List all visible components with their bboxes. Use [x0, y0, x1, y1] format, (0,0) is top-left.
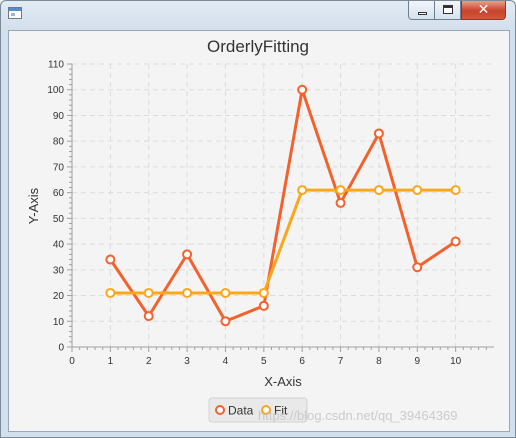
- x-tick-label: 0: [69, 356, 75, 367]
- y-tick-label: 80: [53, 137, 65, 148]
- y-tick-label: 10: [53, 317, 65, 328]
- title-bar[interactable]: ✕: [1, 1, 515, 29]
- data-point-fit: [182, 287, 193, 298]
- maximize-icon: [443, 5, 453, 14]
- close-icon: ✕: [477, 2, 490, 18]
- legend: Data Fit: [208, 397, 308, 423]
- chart-title: OrderlyFitting: [207, 37, 309, 56]
- legend-marker-fit: [261, 405, 271, 415]
- close-button[interactable]: ✕: [461, 1, 506, 20]
- y-tick-label: 40: [53, 240, 65, 251]
- x-tick-label: 3: [184, 356, 190, 367]
- data-point-fit: [143, 287, 154, 298]
- data-point-data: [450, 236, 461, 247]
- data-point-data: [182, 249, 193, 260]
- y-tick-label: 0: [58, 343, 64, 354]
- data-point-fit: [258, 287, 269, 298]
- data-point-data: [373, 128, 384, 139]
- data-point-fit: [335, 185, 346, 196]
- y-tick-label: 20: [53, 291, 65, 302]
- data-point-data: [258, 300, 269, 311]
- data-point-data: [297, 84, 308, 95]
- x-tick-label: 4: [223, 356, 229, 367]
- series-line-data: [109, 88, 457, 323]
- data-point-data: [105, 254, 116, 265]
- x-tick-label: 6: [299, 356, 305, 367]
- data-point-fit: [220, 287, 231, 298]
- watermark: https://blog.csdn.net/qq_39464369: [258, 408, 458, 423]
- series-group: [105, 84, 461, 327]
- y-tick-label: 90: [53, 111, 65, 122]
- legend-marker-data: [215, 405, 225, 415]
- app-icon[interactable]: [8, 7, 22, 19]
- series-line-fit: [110, 188, 456, 295]
- data-point-fit: [450, 185, 461, 196]
- data-point-fit: [373, 185, 384, 196]
- x-tick-label: 9: [414, 356, 420, 367]
- data-point-fit: [412, 185, 423, 196]
- y-tick-label: 60: [53, 188, 65, 199]
- minimize-button[interactable]: [408, 1, 435, 20]
- x-tick-label: 7: [338, 356, 344, 367]
- x-tick-label: 8: [376, 356, 382, 367]
- y-tick-label: 70: [53, 162, 65, 173]
- legend-label-fit: Fit: [274, 404, 288, 418]
- y-tick-label: 100: [47, 85, 64, 96]
- data-point-fit: [297, 185, 308, 196]
- data-point-fit: [105, 287, 116, 298]
- data-point-data: [335, 197, 346, 208]
- y-tick-label: 110: [48, 60, 64, 71]
- maximize-button[interactable]: [435, 1, 461, 20]
- data-point-data: [220, 316, 231, 327]
- data-point-data: [412, 262, 423, 273]
- y-axis-label: Y-Axis: [26, 187, 41, 224]
- x-tick-label: 10: [450, 356, 462, 367]
- x-tick-label: 5: [261, 356, 267, 367]
- y-tick-label: 50: [53, 214, 65, 225]
- y-tick-label: 30: [53, 265, 65, 276]
- legend-box: [208, 397, 308, 423]
- x-tick-label: 2: [146, 356, 152, 367]
- axes: 0 10 20 30 40 50 60 70 80 90 100 110 0 1 2 3 4 5 6 7 8 9 10: [47, 60, 494, 367]
- legend-label-data: Data: [228, 404, 254, 418]
- x-axis-label: X-Axis: [264, 374, 302, 389]
- data-point-data: [143, 311, 154, 322]
- x-tick-label: 1: [108, 356, 114, 367]
- minimize-icon: [418, 12, 427, 15]
